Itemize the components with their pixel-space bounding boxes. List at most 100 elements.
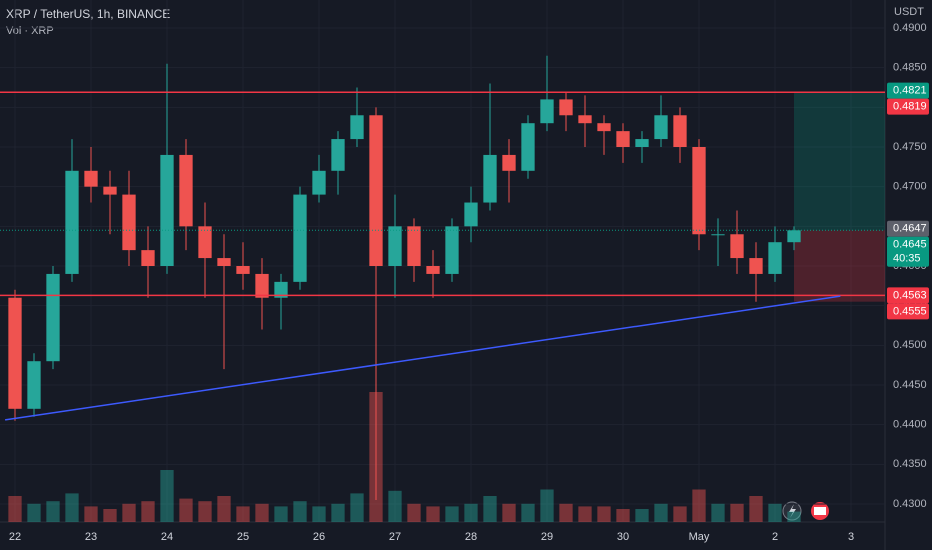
candle-body [65,170,79,274]
y-tick-label: 0.4500 [893,339,927,351]
candle-body [369,115,383,267]
volume-bar [578,506,592,522]
candle-body [350,115,364,140]
candle-body [426,266,440,274]
volume-bar [730,503,744,522]
volume-bar [749,496,763,522]
price-badge [887,98,929,115]
x-tick-label: 23 [85,531,97,543]
candle-body [217,258,231,266]
candle-body [597,123,611,132]
x-tick-label: 22 [9,531,21,543]
candle-body [388,226,402,266]
icons[interactable] [782,501,829,521]
candle-body [236,266,250,274]
candle-body [179,154,193,227]
volume-bar [236,506,250,522]
x-tick-label: 28 [465,531,477,543]
candle-body [559,99,573,116]
volume-bar [787,511,801,522]
candle-body [578,115,592,124]
symbol: XRP / TetherUS, 1h, BINANCE [6,7,170,21]
candle-body [255,273,269,298]
candle-body [730,234,744,259]
x-tick-label: 30 [617,531,629,543]
candle-body [198,226,212,259]
x-tick-label: 29 [541,531,553,543]
price-badge-label: 0.4555 [893,305,927,317]
volume-bar [445,506,459,522]
candle-body [711,234,725,236]
price-badge-label: 0.4819 [893,101,927,113]
x-tick-label: 24 [161,531,173,543]
volume-bar [312,506,326,522]
price-badge-label: 0.4821 [893,85,927,97]
profit-zone [794,92,885,231]
candle-body [8,297,22,409]
volume-bar [616,509,630,522]
y-tick-label: 0.4350 [893,458,927,470]
candle-body [274,281,288,298]
x-tick-label: 2 [772,531,778,543]
volume-bar [407,503,421,522]
candle-body [464,202,478,227]
candle-body [692,147,706,235]
candle-body [616,131,630,147]
x-tick-label: 3 [848,531,854,543]
volume-bar [293,501,307,522]
y-tick-label: 0.4450 [893,379,927,391]
candle-body [483,154,497,203]
candle-body [312,170,326,195]
volume-bar [692,489,706,522]
price-badge [887,236,929,267]
volume-bar [388,490,402,522]
price-badge-label: 0.4563 [893,289,927,301]
price-badge [887,82,929,99]
candle-body [768,242,782,274]
volume-bar [122,503,136,522]
volume-bar [350,493,364,522]
candle-body [103,186,117,195]
candle-body [293,194,307,282]
volume-bar [426,506,440,522]
icon [789,504,796,518]
candle-body [635,139,649,147]
x-tick-label: 25 [237,531,249,543]
x-tick-label: 27 [389,531,401,543]
candle-body [673,115,687,147]
candle-body [787,230,801,243]
candle-body [654,115,668,140]
y-tick-label: 0.4300 [893,498,927,510]
volume-bar [103,509,117,522]
candle-body [502,154,516,171]
volume-bar [46,501,60,522]
volume-bar [84,506,98,522]
candle-body [331,139,345,171]
volume-bar [198,501,212,522]
x-tick-label: May [689,531,710,543]
candle-body [521,123,535,171]
volume-bar [464,503,478,522]
volume-label: Vol · XRP [6,25,54,37]
volume-bar [768,503,782,522]
candle-body [160,154,174,266]
volume-bar [711,503,725,522]
candle-body [749,258,763,274]
volume-bar [274,506,288,522]
candle-body [84,170,98,187]
volume-bar [654,503,668,522]
candle-body [445,226,459,274]
volume-bar [8,496,22,522]
volume-bar [540,489,554,522]
volume-bar [179,498,193,522]
y-tick-label: 0.4400 [893,419,927,431]
candle-body [122,194,136,251]
y-tick-label: 0.4850 [893,62,927,74]
y-tick-label: 0.4750 [893,141,927,153]
loss-zone [794,230,885,302]
price-badge-label: 0.4647 [893,223,927,235]
volume-bar [65,493,79,522]
icon [814,507,826,515]
volume-bar [217,496,231,522]
